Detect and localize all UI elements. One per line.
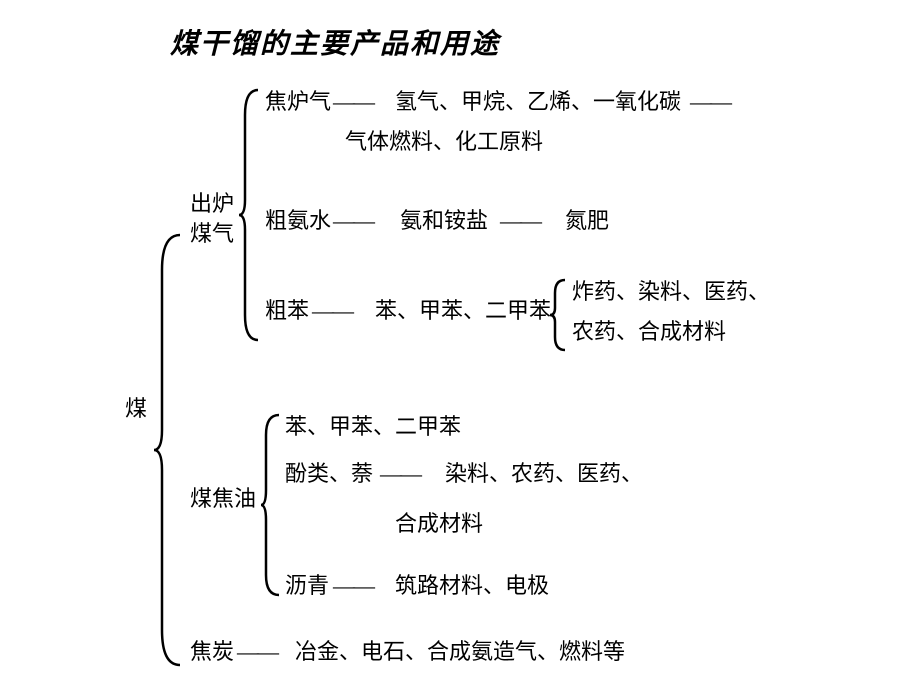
branch2-label: 煤焦油 — [190, 485, 256, 514]
b2-item3-dash: —— — [333, 572, 373, 601]
diagram-title: 煤干馏的主要产品和用途 — [170, 22, 500, 62]
b1-item1-dash1: —— — [333, 88, 373, 117]
b2-item2-label: 酚类、萘 — [285, 460, 373, 489]
b1-item3-uses-line2: 农药、合成材料 — [572, 318, 726, 347]
branch1-brace — [236, 85, 266, 345]
root-brace — [150, 230, 190, 670]
b1-item1-dash2: —— — [690, 88, 730, 117]
b1-item2-dash1: —— — [333, 207, 373, 236]
b2-item1: 苯、甲苯、二甲苯 — [285, 413, 461, 442]
b1-item3-brace — [548, 275, 570, 355]
b1-item1-products: 氢气、甲烷、乙烯、一氧化碳 — [395, 88, 681, 117]
branch3-label: 焦炭 — [190, 638, 234, 667]
branch3-uses: 冶金、电石、合成氨造气、燃料等 — [295, 638, 625, 667]
branch3-dash: —— — [237, 638, 277, 667]
b1-item2-products: 氨和铵盐 — [400, 207, 488, 236]
b1-item2-label: 粗氨水 — [265, 207, 331, 236]
b1-item2-dash2: —— — [500, 207, 540, 236]
b2-item3-label: 沥青 — [285, 572, 329, 601]
b1-item2-uses: 氮肥 — [565, 207, 609, 236]
branch1-label-line2: 煤气 — [190, 220, 234, 249]
b1-item3-dash1: —— — [312, 297, 352, 326]
b1-item3-uses-line1: 炸药、染料、医药、 — [572, 278, 770, 307]
b1-item1-label: 焦炉气 — [265, 88, 331, 117]
branch1-label-line1: 出炉 — [190, 190, 234, 219]
root-node: 煤 — [125, 395, 147, 424]
b2-item2-uses-line2: 合成材料 — [395, 510, 483, 539]
b1-item3-products: 苯、甲苯、二甲苯 — [375, 297, 551, 326]
branch2-brace — [258, 410, 286, 600]
b2-item2-dash: —— — [380, 460, 420, 489]
b2-item3-uses: 筑路材料、电极 — [395, 572, 549, 601]
b2-item2-uses-line1: 染料、农药、医药、 — [445, 460, 643, 489]
b1-item3-label: 粗苯 — [265, 297, 309, 326]
b1-item1-uses: 气体燃料、化工原料 — [345, 128, 543, 157]
